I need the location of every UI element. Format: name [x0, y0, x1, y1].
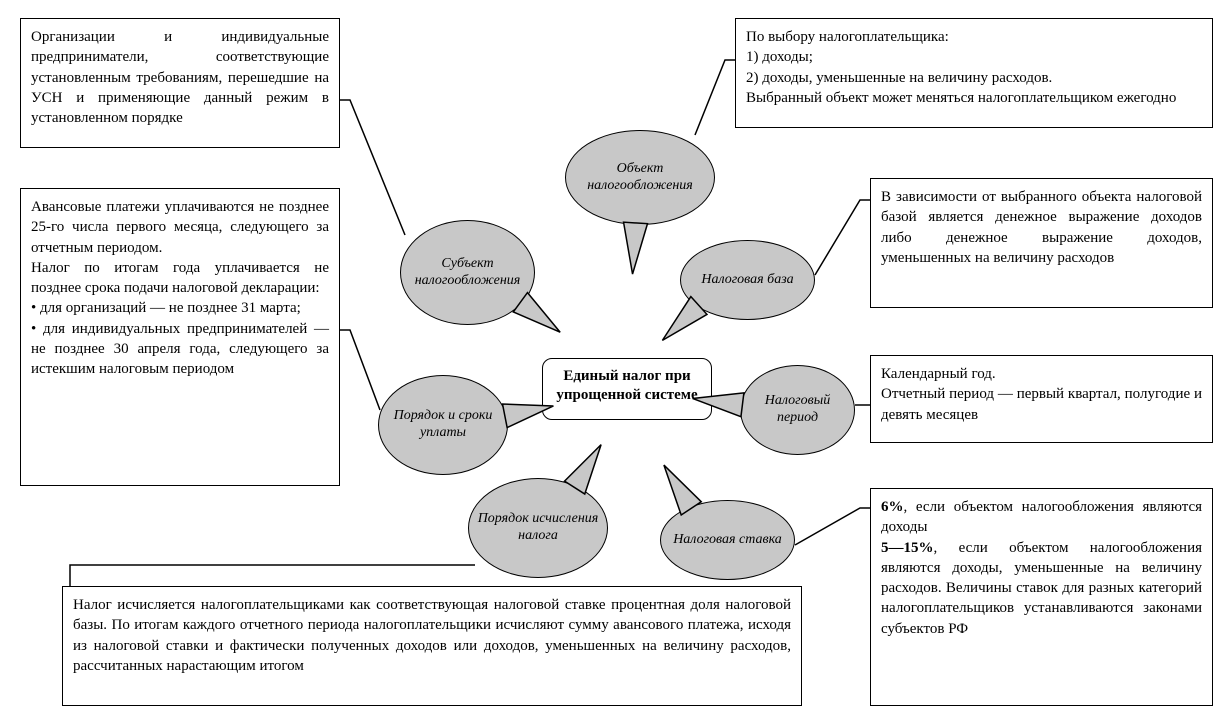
textbox-box_rate: 6%, если объектом налогообложения являют… — [870, 488, 1213, 706]
textbox-box_order_pay: Авансовые платежи уплачиваются не поздне… — [20, 188, 340, 486]
bubble-base: Налоговая база — [680, 240, 815, 320]
bubble-label: Налоговый период — [747, 393, 848, 427]
bubble-period: Налоговый период — [740, 365, 855, 455]
bubble-label: Налоговая база — [701, 272, 793, 289]
bubble-label: Порядок и сроки уплаты — [385, 408, 501, 442]
center-node: Единый налог при упрощенной системе — [542, 358, 712, 420]
bubble-label: Субъект налогообложения — [407, 256, 528, 290]
bubble-label: Порядок исчисления налога — [475, 511, 601, 545]
center-node-label: Единый налог при упрощенной системе — [556, 368, 697, 403]
bubble-calc: Порядок исчисления налога — [468, 478, 608, 578]
textbox-box_object: По выбору налогоплательщика: 1) доходы; … — [735, 18, 1213, 128]
textbox-box_calc: Налог исчисляется налогоплательщиками ка… — [62, 586, 802, 706]
textbox-box_base: В зависимости от выбранного объекта нало… — [870, 178, 1213, 308]
textbox-box_subject: Организации и индивидуальные предпринима… — [20, 18, 340, 148]
bubble-label: Налоговая ставка — [673, 532, 782, 549]
bubble-rate: Налоговая ставка — [660, 500, 795, 580]
textbox-box_period: Календарный год. Отчетный период — первы… — [870, 355, 1213, 443]
bubble-subject: Субъект налогообложения — [400, 220, 535, 325]
bubble-order_pay: Порядок и сроки уплаты — [378, 375, 508, 475]
bubble-object: Объект налогообложения — [565, 130, 715, 225]
bubble-label: Объект налогообложения — [572, 161, 708, 195]
